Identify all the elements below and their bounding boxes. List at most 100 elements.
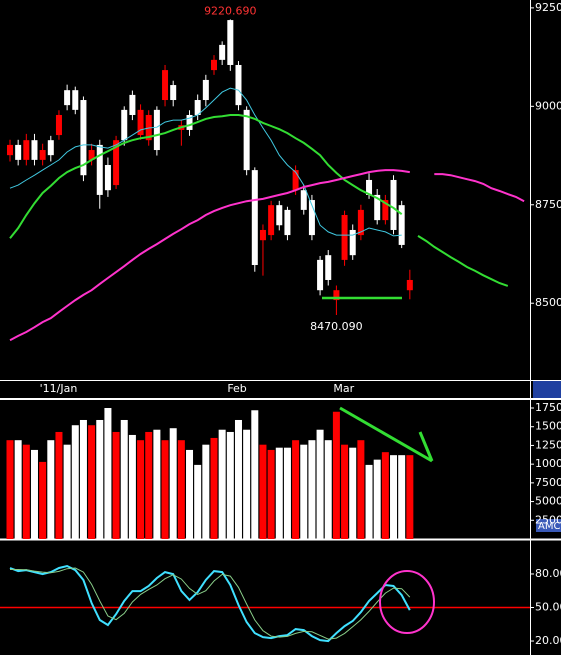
candle-body: [113, 140, 120, 186]
volume-bar: [300, 444, 308, 539]
candle-body: [227, 20, 234, 65]
volume-bar: [96, 419, 104, 539]
candle-body: [31, 140, 38, 160]
oscillator-line: [10, 567, 411, 640]
y-tick-label: 7500: [535, 476, 561, 489]
candle-body: [268, 205, 275, 236]
candle-body: [121, 109, 128, 141]
volume-bar: [398, 455, 406, 539]
moving-average: [9, 114, 509, 287]
y-tick-label: 20.00: [535, 634, 561, 647]
candle-body: [55, 114, 62, 136]
candle-body: [39, 150, 46, 160]
volume-bar: [112, 431, 120, 539]
y-tick-label: 2500: [535, 513, 561, 526]
candle-body: [374, 194, 381, 221]
volume-bar: [6, 440, 14, 539]
volume-bar: [267, 449, 275, 539]
candle-body: [72, 90, 79, 110]
volume-bar: [390, 455, 398, 539]
volume-bar: [79, 419, 87, 539]
candle-body: [251, 170, 258, 266]
candle-body: [357, 209, 364, 236]
volume-bar: [169, 428, 177, 539]
volume-bar: [243, 429, 251, 539]
volume-bar: [120, 419, 128, 539]
volume-bar: [30, 449, 38, 539]
candle-body: [88, 150, 95, 160]
y-tick-label: 8750: [535, 198, 561, 211]
candle-body: [202, 79, 209, 101]
candle-body: [243, 109, 250, 171]
candle-body: [170, 85, 177, 101]
candle-body: [284, 209, 291, 236]
x-tick-label: '11/Jan: [40, 382, 78, 395]
candle-body: [15, 144, 22, 160]
candle-body: [23, 140, 30, 160]
candle-body: [96, 144, 103, 195]
candle-body: [211, 59, 217, 71]
candle-body: [390, 179, 397, 230]
volume-bar: [47, 440, 55, 539]
volume-bar: [357, 440, 365, 539]
volume-bar: [283, 447, 291, 539]
candle-body: [104, 164, 111, 191]
volume-bar: [234, 419, 242, 539]
annotation: 8470.090: [310, 320, 363, 333]
volume-bar: [226, 431, 234, 539]
y-tick-label: 5000: [535, 495, 561, 508]
candle-body: [259, 229, 266, 241]
highlight-circle: [379, 570, 435, 634]
candle-body: [219, 44, 226, 60]
volume-bar: [341, 444, 349, 539]
volume-bar: [275, 447, 283, 539]
volume-bar: [316, 429, 324, 539]
volume-bar: [218, 429, 226, 539]
y-tick-label: 80.00: [535, 567, 561, 580]
volume-bar: [22, 444, 30, 539]
candle-body: [341, 215, 348, 260]
candle-body: [194, 100, 201, 115]
volume-bar: [88, 425, 96, 539]
candle-body: [80, 100, 87, 176]
volume-bar: [349, 447, 357, 539]
candle-body: [333, 290, 340, 301]
volume-bar: [324, 440, 332, 539]
candle-body: [349, 229, 356, 256]
volume-bar: [194, 464, 202, 539]
volume-bar: [14, 440, 22, 539]
candle-body: [325, 255, 332, 280]
candle-body: [308, 200, 315, 236]
volume-bar: [292, 440, 300, 539]
candle-body: [406, 279, 413, 291]
candle-body: [153, 109, 160, 151]
candle-body: [7, 144, 13, 156]
candle-body: [137, 109, 144, 136]
candle-body: [129, 94, 136, 115]
trend-arrow: [339, 406, 433, 463]
y-tick-label: 12500: [535, 438, 561, 451]
y-tick-label: 17500: [535, 401, 561, 414]
volume-bar: [332, 411, 340, 539]
indicator-box: [536, 519, 561, 532]
volume-bar: [186, 449, 194, 539]
trend-arrow: [418, 431, 434, 462]
oscillator-line: [9, 564, 411, 643]
volume-bar: [153, 429, 161, 539]
volume-bar: [137, 440, 145, 539]
candle-body: [317, 259, 324, 291]
volume-bar: [365, 464, 373, 539]
volume-bar: [128, 434, 136, 539]
candle-body: [64, 90, 71, 106]
annotation: 9220.690: [204, 4, 257, 17]
volume-bar: [373, 459, 381, 539]
candle-body: [382, 200, 389, 221]
volume-bar: [202, 444, 210, 539]
moving-average: [9, 87, 402, 237]
candle-body: [292, 170, 299, 191]
volume-bar: [161, 440, 169, 539]
x-tick-label: Feb: [227, 382, 246, 395]
